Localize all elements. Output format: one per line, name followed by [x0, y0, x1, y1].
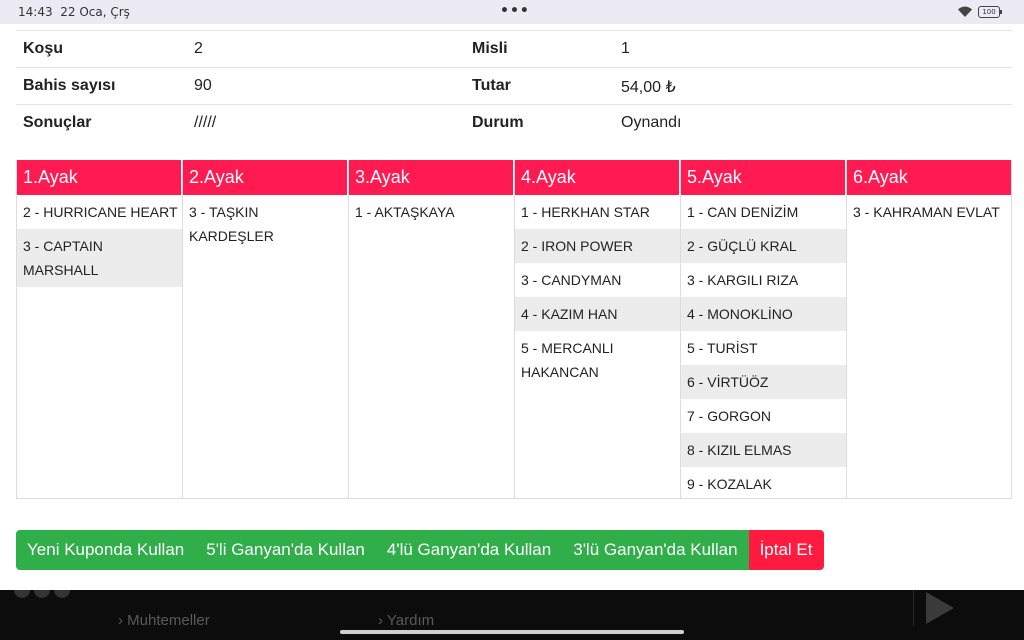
label-tutar: Tutar: [472, 77, 511, 94]
footer-circles: [14, 590, 70, 598]
leg-header: 1.Ayak: [17, 160, 182, 195]
wifi-icon: [958, 6, 972, 18]
info-row-kosu: Koşu 2 Misli 1: [16, 30, 1012, 67]
info-row-sonuclar: Sonuçlar ///// Durum Oynandı: [16, 104, 1012, 141]
horse-item: 2 - IRON POWER: [515, 229, 680, 263]
horse-item: 7 - GORGON: [687, 408, 772, 424]
use-ganyan3-button[interactable]: 3'lü Ganyan'da Kullan: [562, 530, 749, 570]
horse-item: 9 - KOZALAK: [687, 476, 772, 492]
horse-item: 1 - AKTAŞKAYA: [355, 204, 455, 220]
horse-item: 4 - KAZIM HAN: [515, 297, 680, 331]
legs-grid: 1.Ayak 2 - HURRICANE HEART 3 - CAPTAIN M…: [16, 160, 1012, 499]
use-ganyan5-button[interactable]: 5'li Ganyan'da Kullan: [195, 530, 376, 570]
horse-item: 2 - HURRICANE HEART: [23, 204, 178, 220]
label-sonuclar: Sonuçlar: [23, 114, 92, 131]
leg-header: 4.Ayak: [515, 160, 680, 195]
use-new-coupon-button[interactable]: Yeni Kuponda Kullan: [16, 530, 196, 570]
home-indicator[interactable]: [340, 630, 684, 634]
horse-item: 1 - CAN DENİZİM: [687, 204, 799, 220]
horse-item: 3 - KARGILI RIZA: [687, 272, 799, 288]
horse-item: 6 - VİRTÜÖZ: [681, 365, 846, 399]
info-row-bahis: Bahis sayısı 90 Tutar 54,00 ₺: [16, 67, 1012, 104]
footer-link-muhtemeller[interactable]: › Muhtemeller: [118, 612, 210, 629]
footer-divider: [913, 590, 914, 626]
google-play-icon[interactable]: [926, 592, 954, 624]
label-misli: Misli: [472, 40, 508, 57]
leg-column-4: 4.Ayak 1 - HERKHAN STAR 2 - IRON POWER 3…: [514, 160, 680, 499]
action-bar: Yeni Kuponda Kullan 5'li Ganyan'da Kulla…: [16, 530, 824, 570]
horse-item: 8 - KIZIL ELMAS: [681, 433, 846, 467]
cancel-button[interactable]: İptal Et: [748, 530, 824, 570]
value-sonuclar: /////: [194, 114, 217, 131]
status-time: 14:43 22 Oca, Çrş: [18, 5, 130, 19]
leg-column-6: 6.Ayak 3 - KAHRAMAN EVLAT: [846, 160, 1012, 499]
footer-link-yardim[interactable]: › Yardım: [378, 612, 435, 629]
horse-item: 2 - GÜÇLÜ KRAL: [681, 229, 846, 263]
leg-column-1: 1.Ayak 2 - HURRICANE HEART 3 - CAPTAIN M…: [16, 160, 182, 499]
value-kosu: 2: [194, 40, 203, 57]
label-kosu: Koşu: [23, 40, 63, 57]
bet-info-table: Koşu 2 Misli 1 Bahis sayısı 90 Tutar 54,…: [16, 30, 1012, 141]
value-bahis-sayisi: 90: [194, 77, 212, 94]
status-bar: 14:43 22 Oca, Çrş ••• 100: [0, 0, 1024, 24]
horse-item: 3 - CANDYMAN: [521, 272, 622, 288]
horse-item: 4 - MONOKLİNO: [681, 297, 846, 331]
horse-item: 5 - TURİST: [687, 340, 758, 356]
value-misli: 1: [621, 40, 630, 57]
value-tutar: 54,00 ₺: [621, 79, 676, 96]
leg-header: 2.Ayak: [183, 160, 348, 195]
horse-item: 3 - CAPTAIN MARSHALL: [17, 229, 182, 287]
leg-header: 3.Ayak: [349, 160, 514, 195]
more-dots-icon[interactable]: •••: [500, 3, 530, 19]
label-bahis-sayisi: Bahis sayısı: [23, 77, 116, 94]
leg-column-5: 5.Ayak 1 - CAN DENİZİM 2 - GÜÇLÜ KRAL 3 …: [680, 160, 846, 499]
value-durum: Oynandı: [621, 114, 682, 131]
leg-header: 5.Ayak: [681, 160, 846, 195]
leg-header: 6.Ayak: [847, 160, 1011, 195]
use-ganyan4-button[interactable]: 4'lü Ganyan'da Kullan: [375, 530, 563, 570]
horse-item: 1 - HERKHAN STAR: [521, 204, 650, 220]
horse-item: 3 - TAŞKIN KARDEŞLER: [189, 204, 274, 244]
label-durum: Durum: [472, 114, 524, 131]
horse-item: 5 - MERCANLI HAKANCAN: [521, 340, 614, 380]
horse-item: 3 - KAHRAMAN EVLAT: [853, 204, 1000, 220]
leg-column-2: 2.Ayak 3 - TAŞKIN KARDEŞLER: [182, 160, 348, 499]
leg-column-3: 3.Ayak 1 - AKTAŞKAYA: [348, 160, 514, 499]
battery-icon: 100: [978, 6, 1002, 18]
